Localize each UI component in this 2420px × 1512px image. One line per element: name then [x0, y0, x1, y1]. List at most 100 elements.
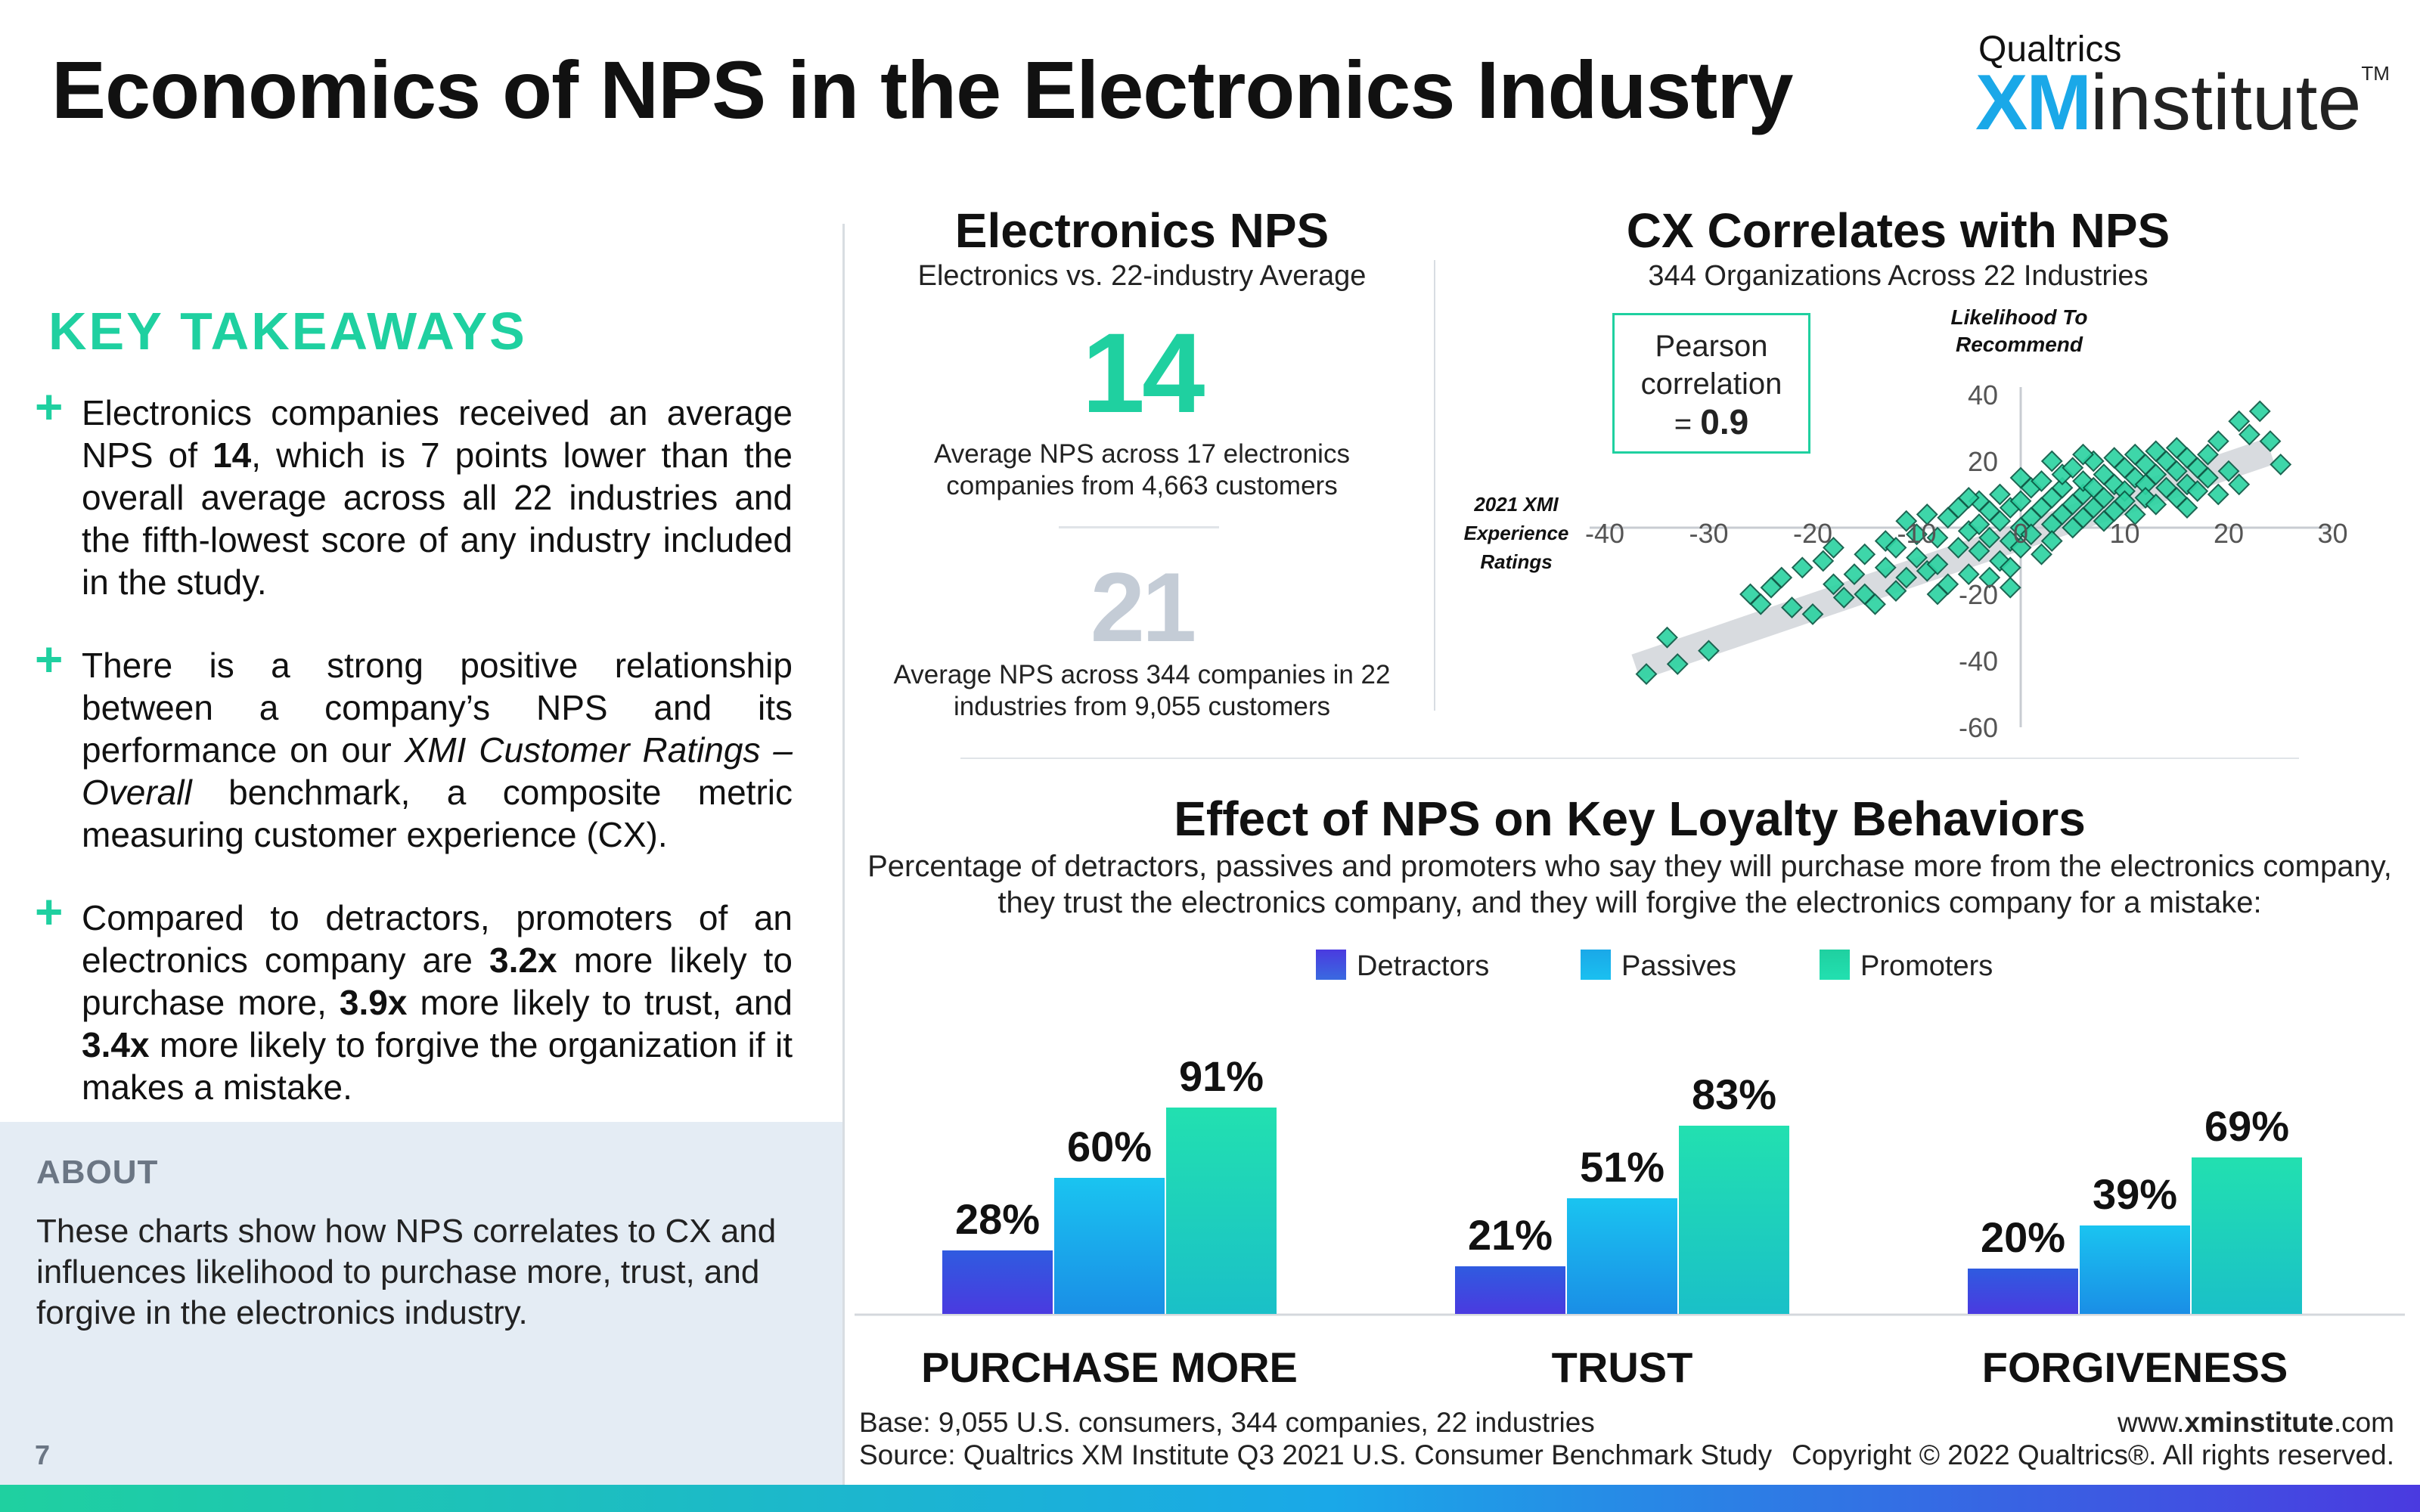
scatter-point — [2062, 457, 2084, 479]
scatter-point — [1666, 652, 1689, 675]
plus-icon: + — [35, 632, 64, 686]
bar-value-label: 28% — [955, 1195, 1040, 1243]
logo-trademark: TM — [2361, 62, 2390, 85]
about-text: These charts show how NPS correlates to … — [36, 1213, 777, 1331]
bar-value-label: 51% — [1580, 1143, 1665, 1191]
scatter-point — [2186, 480, 2209, 503]
legend-label: Detractors — [1357, 950, 1490, 982]
scatter-point — [2217, 460, 2240, 482]
scatter-point — [1885, 580, 1907, 603]
loyalty-panel-title: Effect of NPS on Key Loyalty Behaviors — [1174, 792, 2086, 846]
y-tick-label: -60 — [1959, 712, 1998, 741]
scatter-point — [1978, 566, 2001, 589]
scatter-point — [1978, 526, 2001, 549]
cx-panel-title: CX Correlates with NPS — [1626, 203, 2170, 258]
bar-promoters — [2192, 1157, 2302, 1314]
scatter-point — [2197, 443, 2219, 466]
scatter-point — [2238, 423, 2260, 446]
cx-panel-subtitle: 344 Organizations Across 22 Industries — [1648, 260, 2149, 292]
x-tick-label: 0 — [2013, 518, 2028, 549]
bar-passives — [2080, 1225, 2190, 1314]
website-link[interactable]: www.xminstitute.com — [2118, 1407, 2394, 1438]
scatter-point — [2207, 430, 2229, 453]
bar-value-label: 60% — [1067, 1123, 1152, 1170]
scatter-point — [1656, 626, 1678, 649]
scatter-point — [1916, 503, 1938, 525]
logo-institute-text: institute — [2090, 59, 2362, 147]
scatter-point — [1854, 583, 1876, 606]
scatter-point — [1885, 536, 1907, 559]
legend-swatch — [1820, 950, 1850, 980]
x-tick-label: 10 — [2109, 518, 2139, 549]
scatter-point — [1895, 510, 1918, 532]
scatter-point — [2270, 453, 2292, 476]
cx-nps-scatter-chart: -40 -30 -20 -10 0 10 20 30 40 20 -20 -40 -60 — [1585, 380, 2348, 741]
bar-detractors — [942, 1250, 1053, 1314]
left-column-divider — [842, 224, 845, 1485]
takeaway-item-2: There is a strong positive relationship … — [82, 646, 793, 854]
bar-passives — [1054, 1178, 1165, 1314]
scatter-point — [1832, 586, 1855, 609]
scatter-point — [2114, 490, 2136, 513]
plus-icon: + — [35, 380, 64, 434]
scatter-point — [1801, 603, 1824, 625]
x-tick-label: -10 — [1897, 518, 1936, 549]
copyright-text: Copyright © 2022 Qualtrics®. All rights … — [1792, 1439, 2394, 1470]
key-takeaways-heading: KEY TAKEAWAYS — [48, 302, 527, 361]
footer-site-copyright: www.xminstitute.com Copyright © 2022 Qua… — [1664, 1406, 2394, 1471]
electronics-nps-caption: Average NPS across 17 electronics compan… — [934, 439, 1350, 500]
footnote-source: Source: Qualtrics XM Institute Q3 2021 U… — [859, 1439, 1773, 1470]
x-tick-label: -40 — [1585, 518, 1624, 549]
scatter-x-axis-label: 2021 XMI Experience Ratings — [1463, 493, 1569, 573]
scatter-point — [1999, 576, 2021, 599]
about-panel — [0, 1122, 844, 1485]
bar-value-label: 21% — [1468, 1211, 1553, 1259]
scatter-y-axis-label: Likelihood To Recommend — [1950, 305, 2088, 356]
bar-value-label: 20% — [1981, 1213, 2065, 1261]
plus-icon: + — [35, 885, 64, 939]
scatter-point — [1906, 547, 1928, 569]
scatter-point — [1906, 523, 1928, 546]
average-nps-caption: Average NPS across 344 companies in 22 i… — [893, 660, 1391, 721]
scatter-point — [1989, 510, 2011, 532]
page-title: Economics of NPS in the Electronics Indu… — [51, 44, 1793, 135]
scatter-point — [2031, 469, 2052, 492]
category-label: PURCHASE MORE — [921, 1343, 1298, 1391]
scatter-point — [2145, 493, 2167, 516]
scatter-point — [1781, 596, 1803, 619]
legend-item-detractors: Detractors — [1316, 950, 1489, 983]
scatter-point — [1843, 563, 1866, 586]
section-divider — [960, 758, 2299, 759]
x-tick-label: 20 — [2214, 518, 2244, 549]
scatter-point — [1791, 556, 1813, 579]
scatter-point — [1968, 540, 1990, 562]
x-tick-label: -30 — [1689, 518, 1728, 549]
y-tick-label: -40 — [1959, 646, 1998, 677]
footnote-base: Base: 9,055 U.S. consumers, 344 companie… — [859, 1407, 1595, 1438]
scatter-point — [1989, 483, 2011, 506]
legend-label: Promoters — [1860, 950, 1993, 982]
scatter-point — [2124, 503, 2146, 525]
scatter-point — [1854, 543, 1876, 565]
scatter-point — [1635, 663, 1658, 686]
scatter-point — [1698, 640, 1720, 662]
logo-xm-text: XM — [1975, 59, 2092, 147]
y-tick-label: 20 — [1968, 446, 1998, 477]
scatter-point — [2145, 463, 2167, 486]
bar-passives — [1567, 1198, 1677, 1314]
scatter-point — [2197, 466, 2219, 489]
scatter-point — [1812, 550, 1835, 572]
pearson-correlation-box: Pearson correlation = 0.9 — [1612, 313, 1810, 454]
bar-value-label: 83% — [1692, 1070, 1776, 1118]
takeaway-item-1: Electronics companies received an averag… — [82, 393, 793, 602]
takeaway-item-3: Compared to detractors, promoters of an … — [82, 898, 793, 1107]
bar-detractors — [1455, 1266, 1565, 1314]
scatter-point — [2176, 497, 2198, 519]
scatter-point — [2040, 450, 2063, 472]
scatter-point — [1823, 536, 1844, 559]
footer-gradient-bar — [0, 1485, 2420, 1512]
average-nps-value: 21 — [1090, 552, 1197, 662]
scatter-point — [1947, 536, 1969, 559]
top-panels-divider — [1434, 260, 1435, 711]
page-number: 7 — [35, 1439, 51, 1470]
